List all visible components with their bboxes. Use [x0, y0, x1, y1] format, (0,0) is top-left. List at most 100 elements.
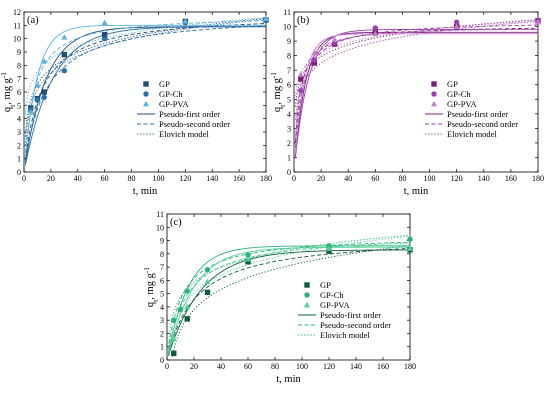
y-tick-label: 10: [13, 35, 21, 44]
y-tick-label: 2: [160, 329, 164, 338]
data-point-gp-pva: [372, 30, 379, 37]
x-tick-label: 140: [350, 362, 362, 371]
data-point-gp: [101, 31, 108, 38]
data-point-gp-pva: [331, 36, 338, 42]
legend-label: Elovich model: [447, 129, 497, 139]
y-tick-label: 1: [160, 343, 164, 352]
legend-label: Pseudo-first order: [447, 109, 508, 119]
y-tick-label: 6: [160, 276, 164, 285]
data-point-gp-pva: [297, 71, 304, 77]
data-point-gp-ch: [171, 317, 177, 323]
data-point-gp: [61, 51, 68, 58]
data-point-gp-pva: [534, 19, 542, 25]
data-point-gp: [298, 76, 304, 82]
data-point-gp-ch: [245, 252, 251, 258]
y-tick-label: 3: [17, 128, 21, 137]
y-tick-label: 12: [13, 8, 21, 17]
y-axis-title: qt, mg g-1: [269, 72, 287, 112]
x-tick-label: 20: [190, 362, 198, 371]
data-point-gp-ch: [41, 94, 47, 101]
x-tick-label: 100: [296, 362, 308, 371]
x-tick-label: 80: [398, 174, 406, 183]
data-point-gp-pva: [34, 82, 41, 88]
y-tick-label: 0: [287, 168, 291, 177]
legend-marker: [143, 91, 149, 97]
data-point-gp-ch: [372, 25, 379, 31]
x-tick-label: 140: [478, 174, 490, 183]
data-point-gp-ch: [204, 267, 211, 273]
legend-label: Elovich model: [320, 330, 370, 340]
y-tick-label: 11: [156, 210, 164, 219]
data-point-gp-pva: [244, 256, 252, 262]
x-tick-label: 180: [404, 362, 416, 371]
x-tick-label: 40: [74, 174, 82, 183]
data-point-gp: [184, 316, 190, 322]
data-point-gp-pva: [184, 303, 191, 310]
legend-label: GP-PVA: [447, 99, 477, 109]
data-point-gp-pva: [262, 15, 270, 21]
panel-label: (b): [297, 15, 310, 26]
x-tick-label: 180: [260, 174, 272, 183]
data-point-gp: [311, 60, 318, 66]
fit-curve-elo-1: [24, 17, 267, 137]
fit-curve-pso-1: [24, 23, 267, 161]
data-point-gp: [41, 89, 47, 95]
x-tick-label: 40: [217, 362, 225, 371]
data-point-gp-pva: [170, 335, 177, 342]
fit-curve-pso-1: [167, 247, 411, 355]
x-tick-label: 160: [377, 362, 389, 371]
x-tick-label: 80: [128, 174, 136, 183]
x-tick-label: 160: [233, 174, 245, 183]
data-point-gp-ch: [61, 67, 68, 74]
data-point-gp-pva: [453, 23, 460, 29]
x-tick-label: 140: [206, 174, 218, 183]
legend-label: GP: [320, 280, 331, 290]
fit-curve-pfo-2: [294, 29, 538, 159]
plot-frame: [293, 11, 539, 173]
legend-marker: [431, 81, 437, 87]
x-tick-label: 100: [424, 174, 436, 183]
fit-curve-pfo-3: [167, 246, 410, 355]
x-tick-label: 160: [505, 174, 517, 183]
fit-curve-elo-2: [167, 234, 411, 347]
data-point-gp-pva: [101, 19, 108, 25]
fit-curve-elo-2: [24, 18, 267, 146]
data-point-gp-ch: [311, 57, 318, 63]
data-point-gp-pva: [406, 245, 414, 251]
y-tick-label: 10: [283, 23, 291, 32]
legend-label: GP-PVA: [159, 99, 189, 109]
fit-curve-elo-3: [169, 235, 411, 353]
legend-label: GP-Ch: [159, 89, 183, 99]
legend-label: Pseudo-first order: [159, 109, 220, 119]
data-point-gp-ch: [34, 97, 41, 103]
data-point-gp: [326, 248, 332, 254]
legend-marker: [430, 100, 438, 107]
data-point-gp-pva: [41, 58, 48, 64]
legend-label: Pseudo-second order: [159, 119, 230, 129]
y-tick-label: 5: [287, 95, 291, 104]
legend-label: Pseudo-first order: [320, 310, 381, 320]
data-point-gp-ch: [453, 19, 460, 25]
data-point-gp: [204, 289, 211, 296]
fit-curve-pso-3: [24, 20, 267, 153]
legend-marker: [304, 282, 310, 288]
fit-curve-elo-2: [294, 20, 539, 120]
data-point-gp-pva: [325, 245, 333, 251]
y-tick-label: 1: [17, 155, 21, 164]
legend-marker: [431, 91, 437, 97]
y-tick-label: 3: [287, 124, 291, 133]
legend-label: Pseudo-second order: [447, 119, 518, 129]
legend-label: GP: [159, 79, 170, 89]
data-point-gp-pva: [204, 278, 211, 285]
y-tick-label: 7: [287, 66, 291, 75]
data-point-gp-ch: [298, 87, 304, 94]
y-tick-label: 10: [156, 223, 164, 232]
legend-marker: [303, 301, 311, 308]
chart-panel-c: 0 20 40 60 80 100 120 140 160 180 0 1 2 3 4 5 6 7 8 9 10 11 (c…: [142, 210, 417, 385]
fit-curve-pfo-3: [24, 24, 266, 158]
y-tick-label: 5: [160, 290, 164, 299]
y-tick-label: 2: [287, 139, 291, 148]
data-point-gp: [171, 350, 177, 357]
data-point-gp: [245, 259, 251, 265]
